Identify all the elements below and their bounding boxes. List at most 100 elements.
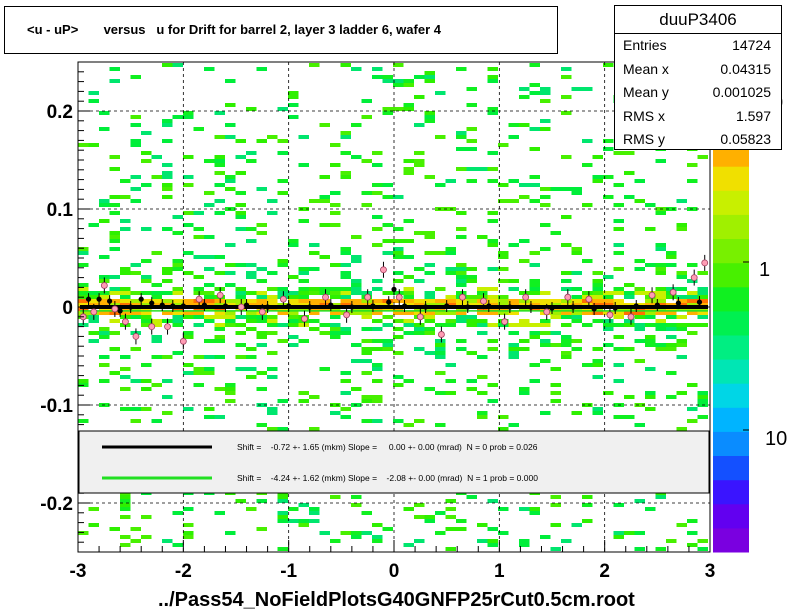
heat-cell [634, 359, 645, 363]
heat-cell [330, 143, 341, 147]
heat-cell [603, 291, 614, 295]
heat-cell [613, 323, 624, 327]
heat-cell [120, 219, 131, 223]
heat-cell [697, 155, 708, 159]
heat-cell [697, 539, 708, 543]
heat-cell [183, 371, 194, 375]
heat-cell [561, 351, 572, 355]
heat-cell [634, 499, 645, 503]
heat-cell [529, 507, 540, 511]
heat-cell [172, 299, 183, 303]
heat-cell [235, 191, 246, 195]
heat-cell [624, 347, 635, 351]
stats-row-rms-y: RMS y 0.05823 [615, 128, 781, 152]
heat-cell [697, 391, 708, 395]
heat-cell [414, 279, 425, 283]
heat-cell [424, 75, 435, 79]
heat-cell [99, 327, 110, 331]
heat-cell [309, 243, 320, 247]
heat-cell [498, 323, 509, 327]
heat-cell [456, 235, 467, 239]
heat-cell [319, 123, 330, 127]
heat-cell [550, 367, 561, 371]
heat-cell [477, 355, 488, 359]
heat-cell [235, 323, 246, 327]
data-point-black [328, 302, 334, 308]
heat-cell [435, 135, 446, 139]
heat-cell [288, 323, 299, 327]
heat-cell [330, 163, 341, 167]
heat-cell [393, 327, 404, 331]
heat-cell [613, 203, 624, 207]
heat-cell [613, 531, 624, 535]
heat-cell [330, 403, 341, 407]
heat-cell [183, 523, 194, 527]
data-point-black [391, 286, 397, 292]
heat-cell [162, 411, 173, 415]
heat-cell [130, 311, 141, 315]
heat-cell [340, 371, 351, 375]
heat-cell [141, 131, 152, 135]
heat-cell [613, 335, 624, 339]
heat-cell [99, 295, 110, 299]
heat-cell [487, 243, 498, 247]
heat-cell [246, 311, 257, 315]
heat-cell [382, 195, 393, 199]
heat-cell [687, 163, 698, 167]
data-point-pink [690, 274, 698, 282]
heat-cell [372, 395, 383, 399]
heat-cell [445, 271, 456, 275]
heat-cell [645, 343, 656, 347]
heat-cell [414, 299, 425, 303]
heat-cell [487, 267, 498, 271]
heat-cell [403, 319, 414, 323]
heat-cell [340, 251, 351, 255]
heat-cell [340, 135, 351, 139]
heat-cell [172, 319, 183, 323]
colorbar-segment [713, 335, 749, 360]
heat-cell [382, 527, 393, 531]
heat-cell [330, 263, 341, 267]
heat-cell [382, 111, 393, 115]
heat-cell [561, 155, 572, 159]
heat-cell [466, 275, 477, 279]
heat-cell [645, 335, 656, 339]
heat-cell [361, 359, 372, 363]
heat-cell [466, 127, 477, 131]
colorbar-segment [713, 238, 749, 264]
heat-cell [120, 535, 131, 539]
heat-cell [277, 107, 288, 111]
heat-cell [340, 271, 351, 275]
heat-cell [498, 415, 509, 419]
heat-cell [592, 283, 603, 287]
data-point-pink [148, 323, 156, 331]
heat-cell [246, 367, 257, 371]
heat-cell [340, 331, 351, 335]
heat-cell [687, 323, 698, 327]
heat-cell [561, 343, 572, 347]
heat-cell [382, 343, 393, 347]
heat-cell [487, 339, 498, 343]
heat-cell [592, 407, 603, 411]
heat-cell [330, 331, 341, 335]
heat-cell [529, 251, 540, 255]
data-point-black [386, 299, 392, 305]
heat-cell [561, 315, 572, 319]
heat-cell [666, 335, 677, 339]
heat-cell [550, 495, 561, 499]
heat-cell [109, 275, 120, 279]
heat-cell [141, 363, 152, 367]
heat-cell [393, 311, 404, 315]
heat-cell [172, 215, 183, 219]
heat-cell [162, 163, 173, 167]
heat-cell [624, 415, 635, 419]
heat-cell [403, 543, 414, 547]
heat-cell [603, 175, 614, 179]
heat-cell [120, 227, 131, 231]
heat-cell [424, 115, 435, 119]
heat-cell [508, 355, 519, 359]
heat-cell [697, 311, 708, 315]
heat-cell [487, 107, 498, 111]
heat-cell [151, 299, 162, 303]
heat-cell [309, 395, 320, 399]
